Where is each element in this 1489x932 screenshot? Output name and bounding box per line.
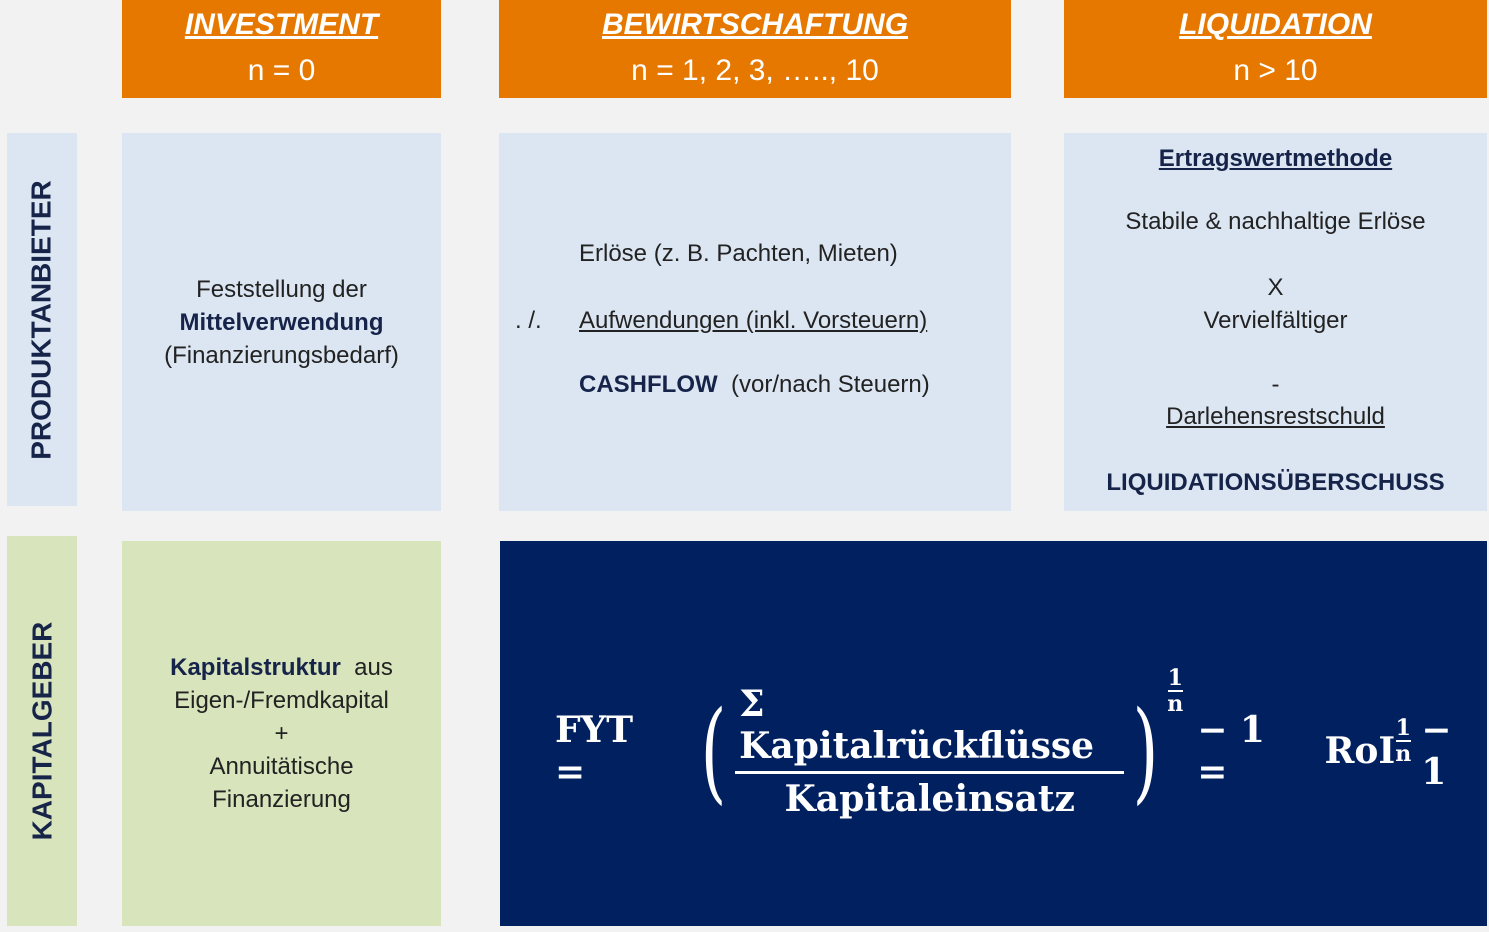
header-bewirtschaftung: BEWIRTSCHAFTUNG n = 1, 2, 3, ….., 10 [499, 0, 1011, 98]
row-label-text: PRODUKTANBIETER [26, 179, 58, 460]
text-line: Feststellung der [196, 275, 367, 303]
text-line: - [1271, 371, 1280, 398]
formula-box: FYT = ( Σ Kapitalrückflüsse Kapitaleinsa… [500, 541, 1487, 926]
investment-cell: Feststellung der Mittelverwendung (Finan… [122, 133, 441, 511]
kapital-cell: Kapitalstruktur aus Eigen-/Fremdkapital … [122, 541, 441, 926]
row-label-text: KAPITALGEBER [26, 621, 58, 841]
text-line: + [274, 720, 289, 747]
header-title: INVESTMENT [184, 8, 379, 41]
text-line: Vervielfältiger [1203, 307, 1348, 334]
aufwendungen-text: Aufwendungen (inkl. Vorsteuern) [579, 307, 928, 334]
fraction: Σ Kapitalrückflüsse Kapitaleinsatz [735, 683, 1125, 820]
header-investment: INVESTMENT n = 0 [122, 0, 441, 98]
numerator: Σ Kapitalrückflüsse [735, 683, 1125, 774]
exp-num: 1 [1167, 665, 1183, 692]
exponent: 1 n [1167, 666, 1183, 716]
header-sub: n = 1, 2, 3, ….., 10 [631, 54, 879, 87]
bewirtschaftung-cell: Erlöse (z. B. Pachten, Mieten) . /. Aufw… [499, 133, 1011, 511]
paren-open: ( [700, 687, 727, 815]
header-sub: n > 10 [1233, 54, 1318, 87]
row-label-produktanbieter: PRODUKTANBIETER [7, 133, 77, 506]
paren-close: ) [1132, 687, 1159, 815]
header-liquidation: LIQUIDATION n > 10 [1064, 0, 1487, 98]
text: aus [354, 654, 393, 681]
cashflow-label: CASHFLOW [579, 371, 718, 398]
kapitalstruktur-label: Kapitalstruktur [170, 654, 341, 681]
header-title: LIQUIDATION [1179, 8, 1372, 41]
minus-one-tail: − 1 [1421, 709, 1452, 793]
minus-text: . /. [515, 307, 542, 334]
text-line: Stabile & nachhaltige Erlöse [1125, 208, 1426, 235]
roi-exponent: 1 n [1395, 716, 1411, 766]
denominator: Kapitaleinsatz [784, 777, 1075, 820]
text-line: Annuitätische [209, 753, 354, 780]
text-line: Eigen-/Fremdkapital [174, 687, 389, 714]
formula-lhs: FYT = [555, 709, 634, 793]
text-line: Finanzierung [212, 786, 351, 813]
result-text: LIQUIDATIONSÜBERSCHUSS [1106, 469, 1445, 496]
minus-one: − 1 = [1197, 709, 1265, 793]
fyt-formula: FYT = ( Σ Kapitalrückflüsse Kapitaleinsa… [555, 666, 1487, 836]
liquidation-cell: Ertragswertmethode Stabile & nachhaltige… [1064, 133, 1487, 511]
method-title: Ertragswertmethode [1158, 145, 1393, 172]
header-title: BEWIRTSCHAFTUNG [601, 8, 909, 41]
exp-den: n [1167, 691, 1184, 717]
header-sub: n = 0 [247, 54, 316, 87]
text-line: X [1267, 274, 1284, 301]
text-line: Mittelverwendung [179, 308, 384, 336]
text-line: Kapitalstruktur aus [170, 651, 393, 684]
text-line: (Finanzierungsbedarf) [164, 341, 399, 369]
cashflow-suffix: (vor/nach Steuern) [731, 371, 930, 398]
exp-den: n [1395, 741, 1412, 767]
erloese-text: Erlöse (z. B. Pachten, Mieten) [579, 240, 898, 267]
exp-num: 1 [1395, 715, 1411, 742]
text-line: Darlehensrestschuld [1166, 403, 1385, 430]
roi: RoI [1324, 730, 1396, 772]
row-label-kapitalgeber: KAPITALGEBER [7, 536, 77, 926]
cashflow-line: CASHFLOW (vor/nach Steuern) [579, 371, 930, 399]
